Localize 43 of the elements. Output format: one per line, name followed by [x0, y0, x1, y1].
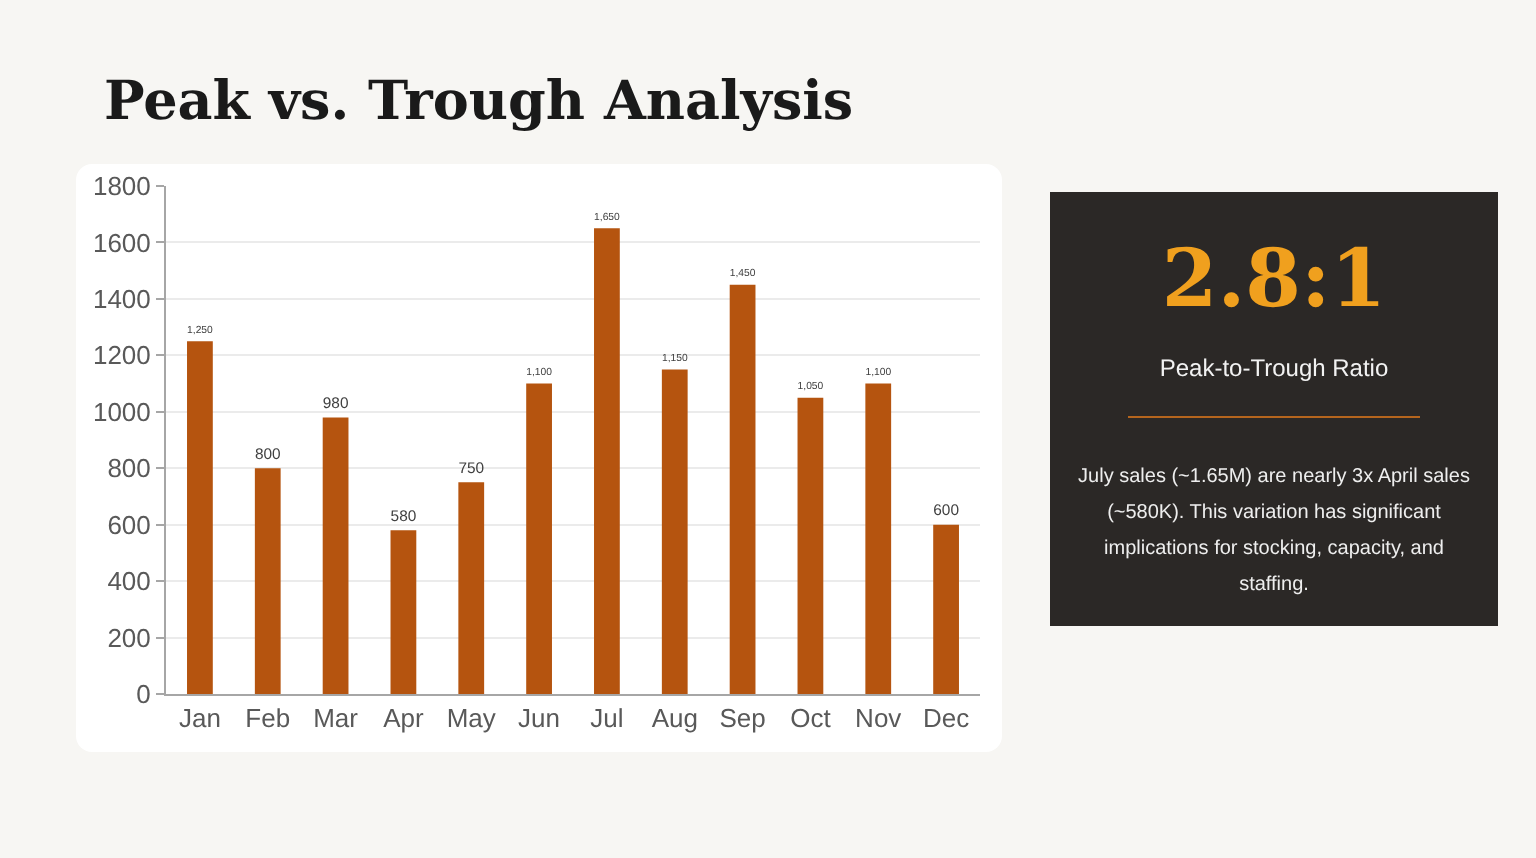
- y-tick-label: 0: [136, 679, 151, 710]
- bar: [865, 383, 892, 694]
- y-tick-label: 1000: [92, 396, 151, 427]
- y-tick-label: 600: [107, 509, 151, 540]
- y-tick-label: 1800: [92, 171, 151, 202]
- bar: [254, 468, 281, 694]
- x-tick-label: May: [446, 703, 497, 734]
- x-tick-label: Aug: [651, 703, 698, 734]
- bar: [729, 284, 756, 694]
- x-tick-label: Apr: [383, 703, 425, 734]
- bar: [933, 524, 959, 694]
- x-tick-label: Nov: [855, 703, 903, 734]
- bar: [458, 482, 485, 694]
- x-tick-label: Feb: [245, 703, 291, 734]
- y-tick-label: 1200: [92, 340, 151, 371]
- bar: [661, 369, 688, 694]
- chart-title: Peak vs. Trough Analysis: [104, 70, 854, 133]
- bar: [526, 383, 552, 694]
- text: Peak-to-Trough Ratio: [1157, 354, 1391, 382]
- y-tick-label: 1400: [92, 283, 151, 314]
- y-tick-label: 400: [107, 566, 151, 597]
- bar: [594, 228, 620, 694]
- bar: [187, 341, 213, 694]
- y-tick-label: 200: [107, 622, 151, 653]
- data-label: 600: [933, 501, 959, 520]
- x-tick-label: Oct: [790, 703, 832, 734]
- x-tick-label: Jul: [590, 703, 624, 734]
- x-tick-label: Dec: [922, 703, 971, 734]
- x-tick-label: Sep: [719, 703, 766, 734]
- x-tick-label: Mar: [313, 703, 360, 734]
- bar: [322, 417, 349, 694]
- bar: [390, 530, 417, 694]
- data-label: 980: [322, 393, 349, 412]
- text: July sales (~1.65M) are nearly 3x April sales (~580K). This variation has significant implications for stocking, capacity, and staffing.: [1078, 464, 1470, 600]
- bar: [797, 397, 824, 694]
- x-tick-label: Jan: [178, 703, 221, 734]
- text: 2.8:1: [1159, 232, 1389, 326]
- data-label: 750: [458, 458, 485, 477]
- data-label: 800: [254, 444, 281, 463]
- y-tick-label: 1600: [92, 227, 151, 258]
- y-tick-label: 800: [107, 453, 151, 484]
- x-tick-label: Jun: [518, 703, 561, 734]
- data-label: 580: [390, 506, 417, 525]
